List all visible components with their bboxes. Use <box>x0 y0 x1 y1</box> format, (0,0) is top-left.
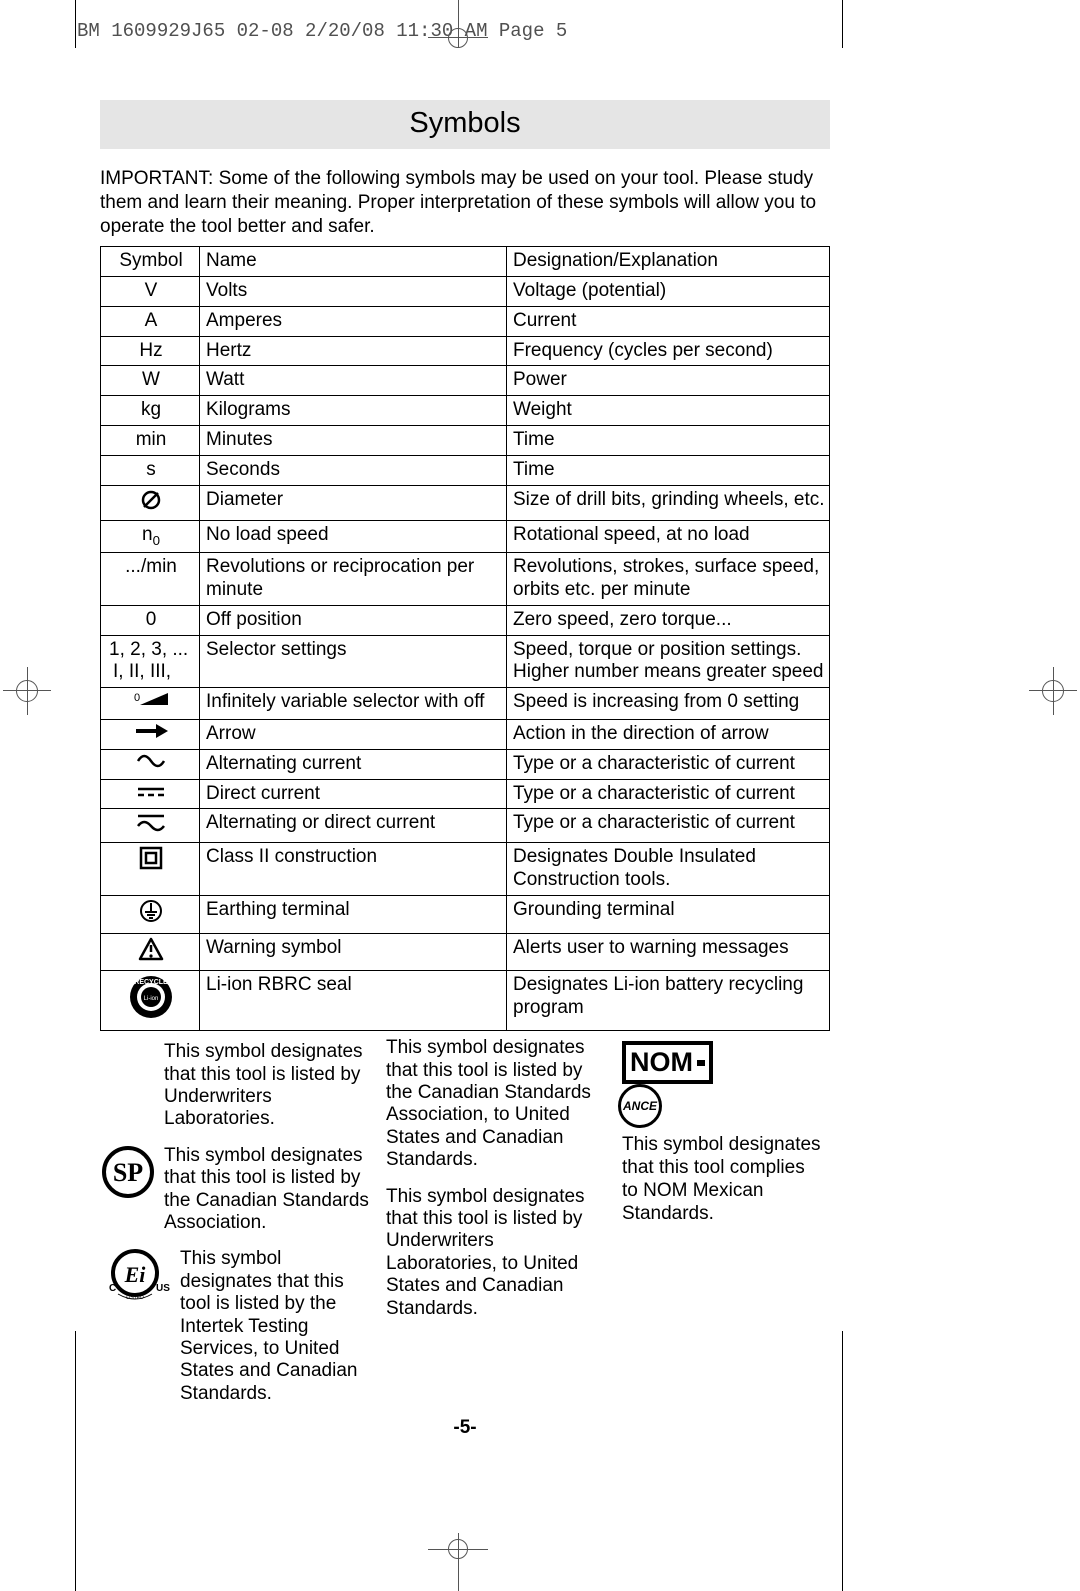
table-row: Direct currentType or a characteristic o… <box>101 779 830 809</box>
table-row: VVoltsVoltage (potential) <box>101 277 830 307</box>
acdc-icon <box>136 812 166 832</box>
section-title: Symbols <box>100 100 830 149</box>
earth-icon <box>139 899 163 923</box>
cert-etl-text: This symbol designates that this tool is… <box>180 1248 370 1405</box>
page-content: Symbols IMPORTANT: Some of the following… <box>100 100 830 1439</box>
cert-nom-text: This symbol designates that this tool co… <box>622 1134 822 1225</box>
table-row: Class II constructionDesignates Double I… <box>101 843 830 896</box>
svg-text:SP: SP <box>113 1158 143 1187</box>
table-row: minMinutesTime <box>101 426 830 456</box>
etl-icon: Ei C US LISTED <box>100 1248 170 1302</box>
table-row: n0No load speedRotational speed, at no l… <box>101 521 830 553</box>
registration-mark-bottom-h <box>428 1549 488 1550</box>
svg-text:C: C <box>109 1283 116 1294</box>
table-header-symbol: Symbol <box>101 247 200 277</box>
cert-csa: SP This symbol designates that this tool… <box>100 1145 370 1235</box>
svg-text:RECYCLE: RECYCLE <box>134 979 168 986</box>
cert-cul-us-text: This symbol designates that this tool is… <box>386 1186 606 1320</box>
symbols-table: SymbolNameDesignation/ExplanationVVoltsV… <box>100 246 830 1031</box>
dc-icon <box>136 785 166 799</box>
table-row: 0Off positionZero speed, zero torque... <box>101 605 830 635</box>
table-row: DiameterSize of drill bits, grinding whe… <box>101 485 830 521</box>
table-row: Li-ionRECYCLELi-ion RBRC sealDesignates … <box>101 971 830 1031</box>
rbrc-icon: Li-ion RECYCLE <box>128 974 174 1020</box>
table-row: AAmperesCurrent <box>101 306 830 336</box>
class2-icon <box>139 846 163 870</box>
table-row: Earthing terminalGrounding terminal <box>101 895 830 933</box>
inf-var-icon: 0 <box>132 691 170 709</box>
svg-text:Li-ion: Li-ion <box>144 996 159 1002</box>
table-row: 1, 2, 3, ...I, II, III,Selector settings… <box>101 635 830 688</box>
svg-text:0: 0 <box>134 692 140 704</box>
warning-icon <box>138 937 164 961</box>
diameter-icon <box>140 489 162 511</box>
cert-csa-us: This symbol designates that this tool is… <box>386 1037 606 1171</box>
cert-ul: This symbol designates that this tool is… <box>100 1041 370 1131</box>
cert-cul-us: This symbol designates that this tool is… <box>386 1186 606 1320</box>
table-row: kgKilogramsWeight <box>101 396 830 426</box>
svg-text:Ei: Ei <box>124 1262 147 1287</box>
print-header: BM 1609929J65 02-08 2/20/08 11:30 AM Pag… <box>77 20 567 42</box>
page-number: -5- <box>275 1417 655 1439</box>
registration-mark-top-h <box>428 37 488 38</box>
cert-csa-us-text: This symbol designates that this tool is… <box>386 1037 606 1171</box>
table-row: ArrowAction in the direction of arrow <box>101 719 830 749</box>
nom-icon: NOM ANCE <box>622 1041 822 1128</box>
certification-section: This symbol designates that this tool is… <box>100 1041 830 1405</box>
intro-text: IMPORTANT: Some of the following symbols… <box>100 167 830 238</box>
cert-csa-text: This symbol designates that this tool is… <box>164 1145 370 1235</box>
ac-icon <box>136 753 166 769</box>
cert-etl: Ei C US LISTED This symbol designates th… <box>100 1248 370 1405</box>
svg-text:LISTED: LISTED <box>126 1295 144 1301</box>
table-row: Alternating or direct currentType or a c… <box>101 809 830 843</box>
table-header-expl: Designation/Explanation <box>507 247 830 277</box>
table-row: Alternating currentType or a characteris… <box>101 749 830 779</box>
table-row: WWattPower <box>101 366 830 396</box>
table-header-name: Name <box>200 247 507 277</box>
table-row: .../minRevolutions or reciprocation per … <box>101 553 830 606</box>
registration-mark-left <box>8 672 46 710</box>
registration-mark-right <box>1034 672 1072 710</box>
cert-ul-text: This symbol designates that this tool is… <box>164 1041 370 1131</box>
table-row: 0Infinitely variable selector with offSp… <box>101 688 830 720</box>
registration-mark-right-h <box>1029 690 1077 691</box>
arrow-icon <box>134 723 168 739</box>
table-row: HzHertzFrequency (cycles per second) <box>101 336 830 366</box>
registration-mark-bottom <box>438 1533 478 1591</box>
table-row: Warning symbolAlerts user to warning mes… <box>101 933 830 971</box>
registration-mark-left-h <box>3 690 51 691</box>
svg-text:US: US <box>156 1283 170 1294</box>
table-row: sSecondsTime <box>101 455 830 485</box>
csa-icon: SP <box>100 1145 156 1199</box>
